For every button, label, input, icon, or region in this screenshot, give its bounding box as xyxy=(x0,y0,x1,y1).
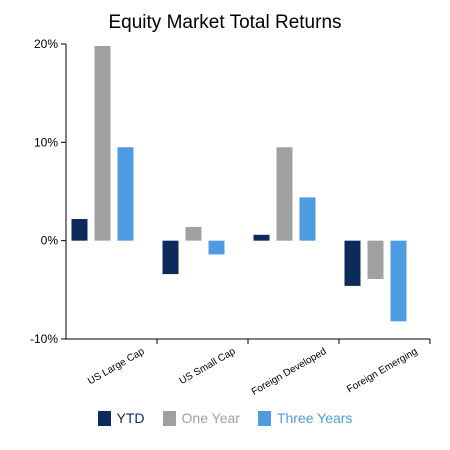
bar xyxy=(390,240,407,322)
y-tick-label: 0% xyxy=(41,234,59,248)
bar xyxy=(367,240,384,280)
x-tick-label: US Small Cap xyxy=(178,346,238,387)
chart-legend: YTD One Year Three Years xyxy=(0,410,450,426)
bar xyxy=(299,197,316,241)
legend-swatch-three-years xyxy=(257,410,271,426)
bar xyxy=(344,240,361,286)
legend-item-one-year: One Year xyxy=(162,410,240,426)
y-tick-label: 10% xyxy=(34,135,58,149)
bar xyxy=(276,147,293,241)
legend-item-ytd: YTD xyxy=(97,410,145,426)
chart-title: Equity Market Total Returns xyxy=(108,12,342,33)
bar xyxy=(208,240,225,255)
legend-label-ytd: YTD xyxy=(116,410,145,426)
legend-swatch-one-year xyxy=(162,410,176,426)
legend-label-one-year: One Year xyxy=(181,410,240,426)
legend-label-three-years: Three Years xyxy=(276,410,353,426)
y-tick-label: 20% xyxy=(34,37,58,51)
x-tick-label: Foreign Developed xyxy=(250,346,329,398)
legend-item-three-years: Three Years xyxy=(257,410,353,426)
bar xyxy=(94,45,111,241)
bar xyxy=(253,234,270,241)
legend-swatch-ytd xyxy=(97,410,111,426)
x-tick-label: Foreign Emerging xyxy=(345,346,419,395)
bar xyxy=(71,219,88,241)
bar xyxy=(117,147,134,241)
x-tick-label: US Large Cap xyxy=(86,346,147,387)
bar xyxy=(162,240,179,275)
bar xyxy=(185,226,202,241)
y-tick-label: -10% xyxy=(30,332,58,346)
